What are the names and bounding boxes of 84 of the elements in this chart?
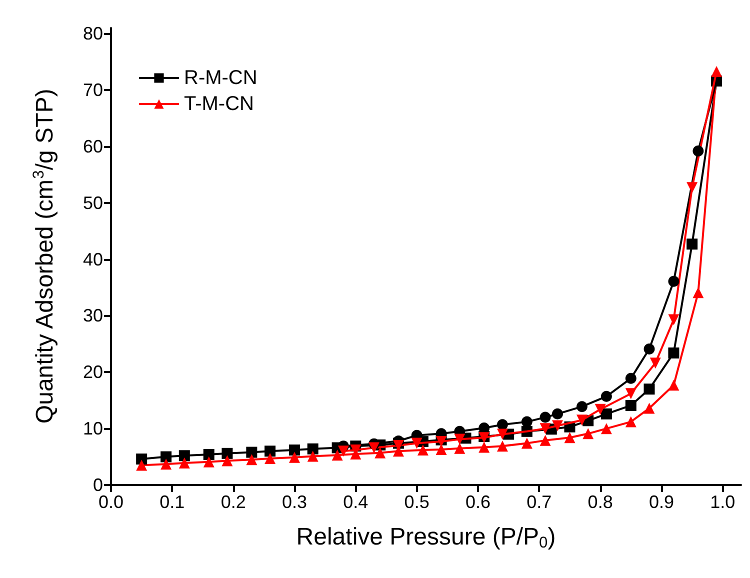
point xyxy=(160,451,172,462)
point xyxy=(644,384,655,395)
point xyxy=(576,414,588,426)
point xyxy=(600,408,612,420)
y-axis-title: Quantity Adsorbed (cm3/g STP) xyxy=(30,88,58,424)
x-tick-label: 0.2 xyxy=(220,492,246,512)
point xyxy=(338,446,349,457)
point xyxy=(625,400,636,411)
point xyxy=(625,388,636,400)
point xyxy=(686,182,698,194)
x-tick-label: 0.6 xyxy=(465,492,491,512)
point xyxy=(668,380,680,391)
point xyxy=(540,423,551,434)
y-tick-label: 0 xyxy=(92,475,103,495)
point xyxy=(160,458,172,470)
point xyxy=(178,450,190,462)
point xyxy=(288,444,300,456)
point xyxy=(625,372,636,384)
point xyxy=(222,448,233,459)
point xyxy=(625,416,636,428)
point xyxy=(203,456,214,468)
point xyxy=(307,450,318,462)
point xyxy=(417,444,428,456)
point xyxy=(136,460,148,471)
point xyxy=(136,454,148,465)
x-tick-label: 0.3 xyxy=(282,492,308,512)
point xyxy=(264,446,276,457)
point xyxy=(307,443,318,454)
point xyxy=(454,434,466,445)
point xyxy=(644,402,655,414)
point xyxy=(222,455,233,466)
point xyxy=(668,314,680,326)
point xyxy=(594,404,606,415)
point xyxy=(374,447,386,458)
y-tick-label: 50 xyxy=(82,192,103,213)
point xyxy=(521,416,532,428)
x-tick-label: 0.4 xyxy=(343,492,368,512)
point xyxy=(203,449,214,460)
x-tick-label: 0.0 xyxy=(98,492,124,512)
x-tick-label: 0.1 xyxy=(160,492,185,512)
y-tick-label: 30 xyxy=(82,306,103,326)
point xyxy=(576,401,588,412)
point xyxy=(600,423,612,434)
point xyxy=(600,390,612,402)
point xyxy=(478,442,490,453)
point xyxy=(332,450,343,461)
point xyxy=(692,146,704,156)
y-tick-label: 70 xyxy=(82,80,103,100)
point xyxy=(246,454,258,466)
point xyxy=(644,344,655,355)
point xyxy=(411,438,422,449)
point xyxy=(496,419,508,430)
point xyxy=(668,347,680,358)
point xyxy=(552,420,564,432)
point xyxy=(668,276,680,287)
point xyxy=(540,434,551,446)
x-tick-label: 0.8 xyxy=(588,492,613,512)
point xyxy=(288,452,300,463)
point xyxy=(246,446,258,458)
point xyxy=(178,457,190,468)
point xyxy=(496,440,508,452)
legend-label: T-M-CN xyxy=(184,93,254,115)
point xyxy=(264,452,276,464)
x-tick-label: 0.5 xyxy=(404,492,430,512)
y-tick-label: 40 xyxy=(82,249,103,270)
y-tick-label: 20 xyxy=(82,362,103,382)
x-tick-label: 1.0 xyxy=(710,492,736,512)
x-tick-label: 0.7 xyxy=(526,492,552,512)
point xyxy=(692,287,704,298)
point xyxy=(496,428,508,440)
y-tick-label: 10 xyxy=(82,418,103,439)
point xyxy=(686,238,698,250)
point xyxy=(368,442,380,454)
y-tick-label: 60 xyxy=(82,136,103,156)
point xyxy=(552,408,564,420)
x-tick-label: 0.9 xyxy=(648,492,674,512)
point xyxy=(521,438,532,449)
point xyxy=(564,432,576,444)
point xyxy=(540,412,551,423)
y-tick-label: 80 xyxy=(82,24,103,44)
point xyxy=(582,428,594,440)
point xyxy=(650,358,661,369)
legend-label: R-M-CN xyxy=(184,67,258,89)
point xyxy=(454,442,466,454)
